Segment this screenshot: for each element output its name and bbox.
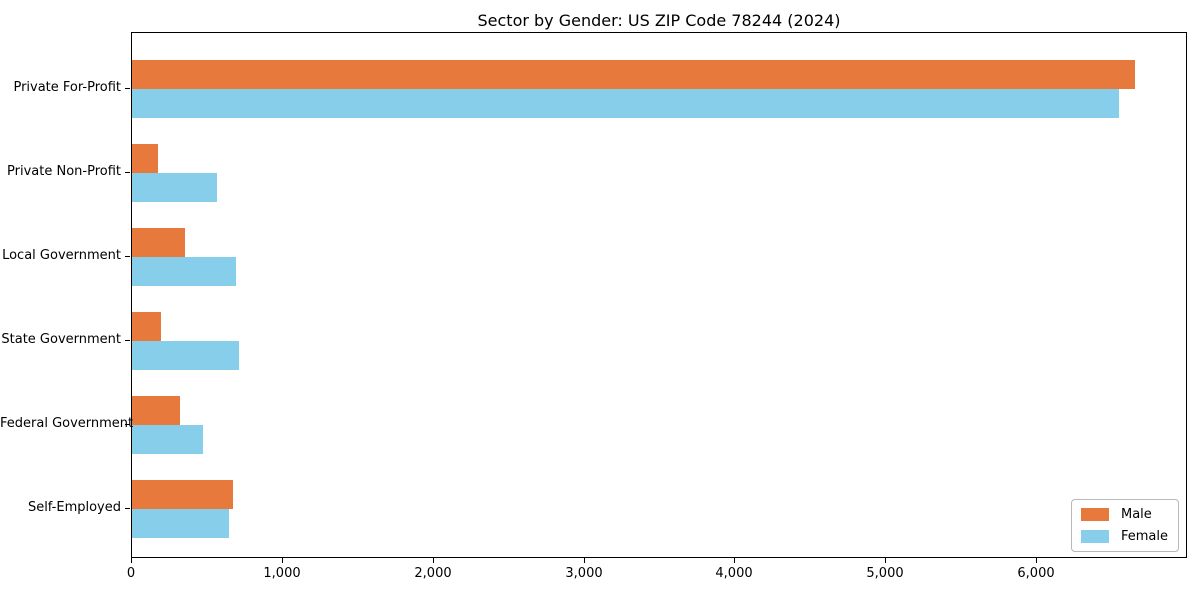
legend-row-male: Male xyxy=(1080,507,1168,522)
x-tick-mark xyxy=(734,558,735,563)
y-axis-label-self-employed: Self-Employed xyxy=(27,500,121,515)
x-tick-mark xyxy=(131,558,132,563)
bar-male-private-for-profit xyxy=(132,60,1135,89)
x-tick-label-1-000: 1,000 xyxy=(263,566,301,581)
y-tick-mark xyxy=(125,172,130,173)
x-tick-label-3-000: 3,000 xyxy=(565,566,603,581)
y-tick-mark xyxy=(125,88,130,89)
y-axis-label-state-government: State Government xyxy=(1,332,121,347)
x-tick-mark xyxy=(433,558,434,563)
bar-male-private-non-profit xyxy=(132,144,158,173)
y-axis-label-local-government: Local Government xyxy=(2,248,121,263)
x-tick-label-0: 0 xyxy=(126,566,136,581)
y-tick-mark xyxy=(125,256,130,257)
legend-label-male: Male xyxy=(1120,507,1152,522)
y-axis-label-federal-government: Federal Government xyxy=(0,416,134,431)
x-tick-mark xyxy=(584,558,585,563)
bar-female-private-non-profit xyxy=(132,173,217,202)
x-tick-mark xyxy=(885,558,886,563)
legend-swatch-male xyxy=(1080,508,1109,521)
legend-swatch-female xyxy=(1080,530,1109,543)
y-axis-label-private-non-profit: Private Non-Profit xyxy=(7,164,121,179)
x-tick-mark xyxy=(1036,558,1037,563)
bar-female-local-government xyxy=(132,257,236,286)
x-tick-label-6-000: 6,000 xyxy=(1017,566,1055,581)
bar-male-state-government xyxy=(132,312,161,341)
x-tick-label-5-000: 5,000 xyxy=(866,566,904,581)
bar-male-federal-government xyxy=(132,396,180,425)
bar-male-self-employed xyxy=(132,480,233,509)
bar-female-federal-government xyxy=(132,425,203,454)
x-tick-mark xyxy=(282,558,283,563)
bar-female-state-government xyxy=(132,341,239,370)
y-tick-mark xyxy=(125,424,130,425)
y-tick-mark xyxy=(125,340,130,341)
x-tick-label-4-000: 4,000 xyxy=(715,566,753,581)
x-tick-label-2-000: 2,000 xyxy=(414,566,452,581)
legend: Male Female xyxy=(1070,499,1179,552)
legend-label-female: Female xyxy=(1120,529,1168,544)
chart-title: Sector by Gender: US ZIP Code 78244 (202… xyxy=(477,11,841,30)
y-tick-mark xyxy=(125,508,130,509)
legend-row-female: Female xyxy=(1080,529,1168,544)
plot-area: Male Female xyxy=(131,32,1187,558)
y-axis-label-private-for-profit: Private For-Profit xyxy=(13,80,121,95)
bar-female-self-employed xyxy=(132,509,229,538)
bar-male-local-government xyxy=(132,228,185,257)
bar-female-private-for-profit xyxy=(132,89,1119,118)
